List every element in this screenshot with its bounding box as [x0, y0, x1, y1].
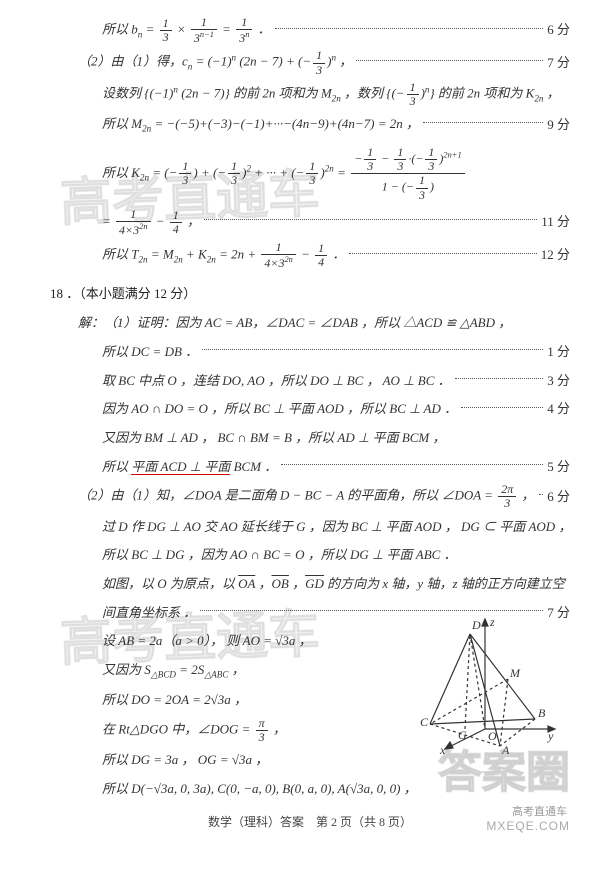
line-15-text: 过 D 作 DG ⊥ AO 交 AO 延长线于 G ，因为 BC ⊥ 平面 AO… — [102, 515, 571, 540]
line-20-text: 又因为 S△BCD = 2S△ABC ， — [102, 658, 245, 684]
line-7-text: 所以 T2n = M2n + K2n = 2n + 14×32n − 14 ． — [102, 241, 345, 270]
line-10: 取 BC 中点 O ，连结 DO, AO ，所以 DO ⊥ BC ， AO ⊥ … — [50, 369, 570, 394]
line-6: = 14×32n − 14 ， 11 分 — [50, 208, 570, 237]
line-12: 又因为 BM ⊥ AD ， BC ∩ BM = B ，所以 AD ⊥ 平面 BC… — [50, 426, 570, 451]
question-18-heading: 18 ．（本小题满分 12 分） — [50, 282, 570, 307]
diagram-label-D: D — [471, 618, 481, 632]
line-11-text: 因为 AO ∩ DO = O ，所以 BC ⊥ 平面 AOD ，所以 BC ⊥ … — [102, 397, 457, 422]
line-15: 过 D 作 DG ⊥ AO 交 AO 延长线于 G ，因为 BC ⊥ 平面 AO… — [50, 515, 570, 540]
line-6-score: 11 分 — [541, 210, 570, 235]
line-16: 所以 BC ⊥ DG ，因为 AO ∩ BC = O ，所以 DG ⊥ 平面 A… — [50, 543, 570, 568]
line-14-score: 6 分 — [547, 485, 570, 510]
line-1: 所以 bn = 13 × 13n−1 = 13n ． 6 分 — [50, 16, 570, 45]
line-23-text: 所以 DG = 3a ， OG = √3a ， — [102, 748, 268, 773]
line-21-text: 所以 DO = 2OA = 2√3a ， — [102, 688, 247, 713]
line-9: 所以 DC = DB ． 1 分 — [50, 340, 570, 365]
line-16-text: 所以 BC ⊥ DG ，因为 AO ∩ BC = O ，所以 DG ⊥ 平面 A… — [102, 543, 457, 568]
diagram-label-M: M — [509, 666, 521, 680]
line-5: 所以 K2n = (−13) + (−13)2 + ··· + (−13)2n … — [50, 146, 570, 202]
line-17-text: 如图，以 O 为原点，以 OA ，OB ，GD 的方向为 x 轴，y 轴，z 轴… — [102, 572, 565, 597]
line-11-score: 4 分 — [547, 397, 570, 422]
line-24-text: 所以 D(−√3a, 0, 3a), C(0, −a, 0), B(0, a, … — [102, 777, 417, 802]
line-2-text: （2）由（1）得，cn = (−1)n (2n − 7) + (−13)n ， — [78, 49, 352, 76]
diagram-label-B: B — [538, 706, 546, 720]
diagram-label-C: C — [420, 715, 429, 729]
line-13-text: 所以 平面 ACD ⊥ 平面 BCM ． — [102, 455, 277, 480]
line-8: 解：（1）证明：因为 AC = AB，∠DAC = ∠DAB ，所以 △ACD … — [50, 311, 570, 336]
line-7-score: 12 分 — [541, 243, 570, 268]
watermark-mxeqe: MXEQE.COM — [486, 815, 570, 838]
line-2: （2）由（1）得，cn = (−1)n (2n − 7) + (−13)n ， … — [50, 49, 570, 76]
line-13-score: 5 分 — [547, 455, 570, 480]
line-9-score: 1 分 — [547, 340, 570, 365]
line-3: 设数列 {(−1)n (2n − 7)} 的前 2n 项和为 M2n ，数列 {… — [50, 81, 570, 108]
line-1-text: 所以 bn = 13 × 13n−1 = 13n ． — [102, 16, 271, 45]
line-14: （2）由（1）知，∠DOA 是二面角 D − BC − A 的平面角，所以 ∠D… — [50, 483, 570, 510]
line-4-text: 所以 M2n = −(−5)+(−3)−(−1)+···−(4n−9)+(4n−… — [102, 112, 419, 138]
line-17: 如图，以 O 为原点，以 OA ，OB ，GD 的方向为 x 轴，y 轴，z 轴… — [50, 572, 570, 597]
line-10-score: 3 分 — [547, 369, 570, 394]
line-12-text: 又因为 BM ⊥ AD ， BC ∩ BM = B ，所以 AD ⊥ 平面 BC… — [102, 426, 446, 451]
line-18-text: 间直角坐标系 ． — [102, 601, 196, 626]
line-13: 所以 平面 ACD ⊥ 平面 BCM ． 5 分 — [50, 455, 570, 480]
line-19-text: 设 AB = 2a（a > 0）， 则 AO = √3a ， — [102, 629, 312, 654]
line-11: 因为 AO ∩ DO = O ，所以 BC ⊥ 平面 AOD ，所以 BC ⊥ … — [50, 397, 570, 422]
line-7: 所以 T2n = M2n + K2n = 2n + 14×32n − 14 ． … — [50, 241, 570, 270]
line-4: 所以 M2n = −(−5)+(−3)−(−1)+···−(4n−9)+(4n−… — [50, 112, 570, 138]
line-3-text: 设数列 {(−1)n (2n − 7)} 的前 2n 项和为 M2n ，数列 {… — [102, 81, 560, 108]
line-1-score: 6 分 — [547, 18, 570, 43]
line-10-text: 取 BC 中点 O ，连结 DO, AO ，所以 DO ⊥ BC ， AO ⊥ … — [102, 369, 451, 394]
line-8-text: 解：（1）证明：因为 AC = AB，∠DAC = ∠DAB ，所以 △ACD … — [78, 311, 511, 336]
line-5-text: 所以 K2n = (−13) + (−13)2 + ··· + (−13)2n … — [102, 146, 467, 202]
line-2-score: 7 分 — [547, 51, 570, 76]
line-4-score: 9 分 — [547, 113, 570, 138]
line-14-text: （2）由（1）知，∠DOA 是二面角 D − BC − A 的平面角，所以 ∠D… — [78, 483, 535, 510]
line-22-text: 在 Rt△DGO 中，∠DOG = π3 ， — [102, 717, 286, 744]
diagram-label-z: z — [489, 615, 495, 629]
line-9-text: 所以 DC = DB ． — [102, 340, 198, 365]
line-6-text: = 14×32n − 14 ， — [102, 208, 200, 237]
